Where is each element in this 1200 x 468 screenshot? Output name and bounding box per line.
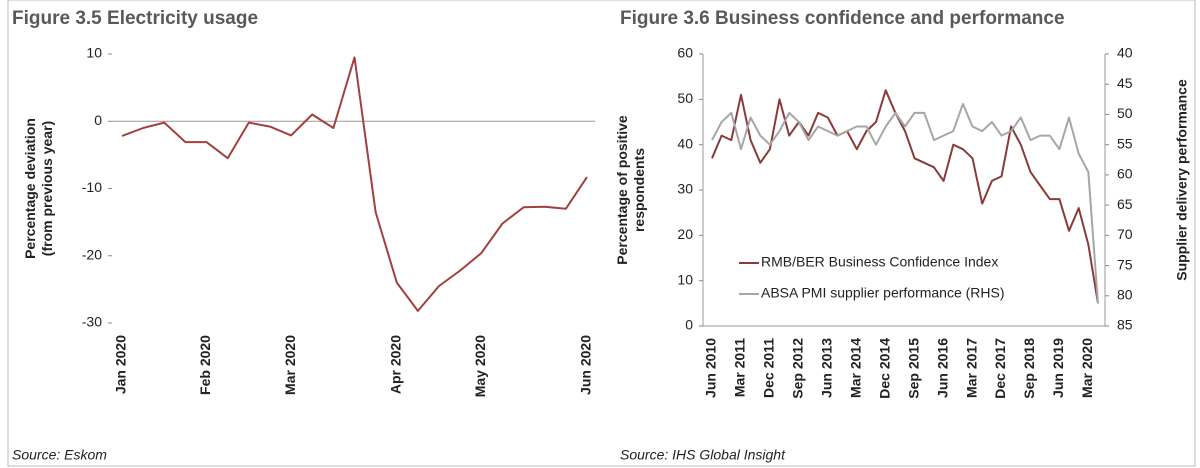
- y-tick-label: -30: [82, 314, 102, 330]
- y2-tick-label: 85: [1117, 317, 1133, 333]
- y-tick-label: 0: [94, 112, 102, 128]
- y-tick-label: 60: [677, 45, 693, 61]
- x-tick-label: Dec 2017: [992, 338, 1008, 399]
- x-tick-label: Mar 2020: [282, 335, 298, 395]
- y-tick-label: 50: [677, 90, 693, 106]
- y-axis-title: Percentage of positive: [614, 115, 630, 265]
- frame: [7, 0, 1196, 467]
- x-tick-label: Mar 2020: [1079, 338, 1095, 398]
- x-tick-label: Jun 2019: [1050, 338, 1066, 398]
- x-tick-label: Mar 2011: [732, 338, 748, 397]
- y2-axis-title: Supplier delivery performance: [1174, 79, 1190, 281]
- chart-title: Figure 3.5 Electricity usage: [12, 8, 258, 29]
- chart-title: Figure 3.6 Business confidence and perfo…: [620, 8, 1065, 29]
- y2-tick-label: 40: [1117, 45, 1133, 61]
- y-tick-label: -20: [82, 246, 102, 262]
- x-tick-label: Jun 2020: [578, 335, 594, 395]
- y-tick-label: 10: [677, 271, 693, 287]
- x-tick-label: Sep 2012: [790, 338, 806, 399]
- x-tick-label: Jun 2013: [819, 338, 835, 398]
- y-axis-title: (from previous year): [39, 121, 55, 256]
- y-tick-label: 30: [677, 181, 693, 197]
- y-tick-label: 10: [86, 45, 102, 61]
- y2-tick-label: 45: [1117, 75, 1133, 91]
- x-tick-label: Sep 2015: [905, 338, 921, 399]
- y-tick-label: 40: [677, 135, 693, 151]
- x-tick-label: Apr 2020: [387, 335, 403, 394]
- y-axis-title: Percentage deviation: [22, 118, 38, 259]
- y2-tick-label: 65: [1117, 196, 1133, 212]
- x-tick-label: Dec 2011: [761, 338, 777, 398]
- source: Source: IHS Global Insight: [620, 447, 786, 463]
- x-tick-label: Feb 2020: [197, 335, 213, 395]
- y2-tick-label: 50: [1117, 105, 1133, 121]
- x-tick-label: Jun 2016: [934, 338, 950, 398]
- x-tick-label: Jun 2010: [703, 338, 719, 398]
- y2-tick-label: 70: [1117, 226, 1133, 242]
- legend-label: RMB/BER Business Confidence Index: [761, 254, 998, 270]
- x-tick-label: Dec 2014: [876, 338, 892, 399]
- y2-tick-label: 60: [1117, 166, 1133, 182]
- x-tick-label: Mar 2014: [847, 338, 863, 398]
- y-tick-label: 0: [685, 317, 693, 333]
- series-line: [711, 102, 1099, 304]
- y2-tick-label: 55: [1117, 135, 1133, 151]
- y-tick-label: 20: [677, 226, 693, 242]
- x-tick-label: May 2020: [472, 335, 488, 397]
- y-axis-title: respondents: [631, 148, 647, 232]
- y2-tick-label: 80: [1117, 286, 1133, 302]
- series-line: [711, 89, 1099, 304]
- y-tick-label: -10: [82, 179, 102, 195]
- x-tick-label: Jan 2020: [113, 335, 129, 394]
- series-line: [121, 56, 588, 312]
- x-tick-label: Sep 2018: [1021, 338, 1037, 399]
- x-tick-label: Mar 2017: [963, 338, 979, 398]
- source: Source: Eskom: [12, 447, 107, 463]
- legend-label: ABSA PMI supplier performance (RHS): [761, 285, 1005, 301]
- y2-tick-label: 75: [1117, 256, 1133, 272]
